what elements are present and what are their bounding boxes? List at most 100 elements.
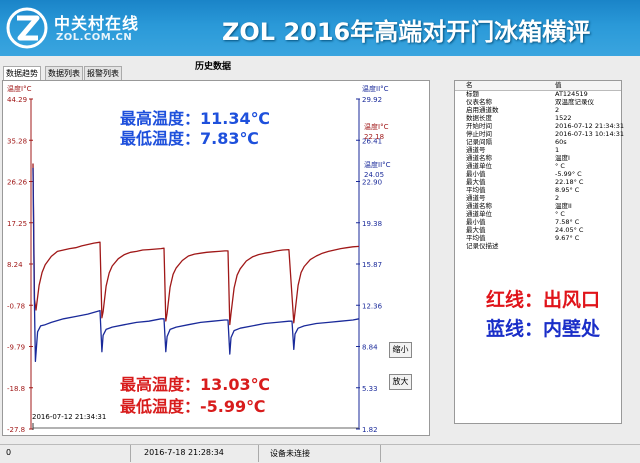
property-value: 8.95° C bbox=[555, 186, 580, 194]
property-value: 双温度记录仪 bbox=[555, 98, 594, 106]
property-name: 最小值 bbox=[466, 170, 486, 178]
zol-logo-icon bbox=[6, 7, 48, 49]
left-tick-label: -27.8 bbox=[7, 426, 25, 434]
property-row: 记录仪描述 bbox=[455, 243, 621, 250]
property-name-header: 名 bbox=[466, 81, 473, 89]
tab-alarm-list[interactable]: 报警列表 bbox=[84, 66, 122, 80]
status-left: 0 bbox=[6, 448, 12, 457]
property-row: 仪表名称 双温度记录仪 bbox=[455, 99, 621, 106]
right-axis-title: 温度II°C bbox=[362, 84, 389, 93]
property-name: 通道号 bbox=[466, 194, 486, 202]
property-value: 2016-07-12 21:34:31 bbox=[555, 122, 625, 130]
property-row: 通道单位 ° C bbox=[455, 211, 621, 218]
property-name: 平均值 bbox=[466, 234, 486, 242]
zoom-out-button[interactable]: 缩小 bbox=[389, 342, 412, 358]
left-tick-label: 26.26 bbox=[7, 179, 28, 187]
left-tick-label: -9.79 bbox=[7, 344, 25, 352]
top-max-annotation: 最高温度：11.34℃ bbox=[120, 109, 270, 128]
property-name: 数据长度 bbox=[466, 114, 492, 122]
property-row: 记录间隔 60s bbox=[455, 139, 621, 146]
status-divider bbox=[130, 445, 131, 462]
property-value-header: 值 bbox=[555, 81, 562, 89]
property-value: 温度I bbox=[555, 154, 570, 162]
property-row: 平均值 8.95° C bbox=[455, 187, 621, 194]
left-tick-label: 8.24 bbox=[7, 261, 23, 269]
property-row: 数据长度 1522 bbox=[455, 115, 621, 122]
property-value: 2016-07-13 10:14:31 bbox=[555, 130, 625, 138]
property-name: 开始时间 bbox=[466, 122, 492, 130]
app-window: 数据趋势 数据列表 报警列表 历史数据 44.29 35.28 26.26 17.25… bbox=[0, 56, 640, 463]
property-name: 通道单位 bbox=[466, 210, 492, 218]
property-name: 停止时间 bbox=[466, 130, 492, 138]
property-row: 停止时间 2016-07-13 10:14:31 bbox=[455, 130, 625, 138]
property-name: 记录间隔 bbox=[466, 138, 492, 146]
property-name: 通道名称 bbox=[466, 202, 492, 210]
property-value: 9.67° C bbox=[555, 234, 580, 242]
blue-line-legend: 蓝线：内壁处 bbox=[486, 318, 601, 340]
property-row: 最小值 7.58° C bbox=[455, 219, 621, 226]
right-tick-label: 22.90 bbox=[362, 179, 382, 187]
bottom-min-annotation: 最低温度：-5.99℃ bbox=[120, 397, 266, 416]
right-tick-label: 8.84 bbox=[362, 344, 378, 352]
property-value: -5.99° C bbox=[555, 170, 582, 178]
top-min-annotation: 最低温度：7.83℃ bbox=[120, 129, 259, 148]
series-2-name: 温度II°C bbox=[364, 160, 391, 169]
property-row: 平均值 9.67° C bbox=[455, 235, 621, 242]
right-tick-label: 15.87 bbox=[362, 261, 382, 269]
status-connection: 设备未连接 bbox=[270, 449, 310, 458]
zoom-in-button[interactable]: 放大 bbox=[389, 374, 412, 390]
series-1-line bbox=[32, 163, 360, 326]
status-divider bbox=[380, 445, 381, 462]
left-tick-label: -18.8 bbox=[7, 385, 25, 393]
property-row: 最大值 22.18° C bbox=[455, 179, 621, 186]
property-row: 启用通道数 2 bbox=[455, 107, 621, 114]
logo-cn-text: 中关村在线 bbox=[54, 14, 140, 33]
zol-banner: 中关村在线 ZOL.COM.CN ZOL 2016年高端对开门冰箱横评 bbox=[0, 0, 640, 56]
property-name: 记录仪描述 bbox=[466, 242, 499, 250]
property-value: 2 bbox=[555, 106, 560, 114]
property-row: 通道号 2 bbox=[455, 195, 621, 202]
property-name: 启用通道数 bbox=[466, 106, 499, 114]
series-1-name: 温度I°C bbox=[364, 122, 389, 131]
property-value: ° C bbox=[555, 162, 565, 170]
property-value: AT124519 bbox=[555, 90, 588, 98]
left-tick-label: 44.29 bbox=[7, 96, 27, 104]
property-row: 标题 AT124519 bbox=[455, 91, 621, 98]
left-tick-label: 35.28 bbox=[7, 137, 27, 145]
series-2-value: 24.05 bbox=[364, 171, 384, 179]
property-row: 通道名称 温度I bbox=[455, 155, 621, 162]
property-value: 24.05° C bbox=[555, 226, 584, 234]
right-tick-label: 19.38 bbox=[362, 220, 382, 228]
left-tick-label: -0.78 bbox=[7, 302, 25, 310]
logo-en-text: ZOL.COM.CN bbox=[56, 32, 133, 43]
property-name: 最大值 bbox=[466, 178, 486, 186]
right-tick-label: 1.82 bbox=[362, 426, 378, 434]
right-tick-label: 29.92 bbox=[362, 96, 382, 104]
property-row: 最大值 24.05° C bbox=[455, 227, 621, 234]
left-tick-label: 17.25 bbox=[7, 220, 27, 228]
property-name: 仪表名称 bbox=[466, 98, 492, 106]
property-name: 通道名称 bbox=[466, 154, 492, 162]
property-name: 标题 bbox=[466, 90, 479, 98]
property-row: 通道单位 ° C bbox=[455, 163, 621, 170]
property-row: 通道名称 温度II bbox=[455, 203, 621, 210]
temperature-chart: 44.29 35.28 26.26 17.25 8.24 -0.78 -9.79 -18.8 -… bbox=[7, 84, 391, 434]
series-2-line bbox=[32, 167, 360, 363]
status-divider bbox=[258, 445, 259, 462]
left-axis-title: 温度I°C bbox=[7, 84, 32, 93]
right-tick-label: 12.36 bbox=[362, 302, 383, 310]
property-value: 22.18° C bbox=[555, 178, 584, 186]
tab-data-list[interactable]: 数据列表 bbox=[45, 66, 83, 80]
property-row: 开始时间 2016-07-12 21:34:31 bbox=[455, 122, 625, 130]
property-name: 通道号 bbox=[466, 146, 486, 154]
property-value: 温度II bbox=[555, 202, 572, 210]
property-value: 2 bbox=[555, 194, 560, 202]
red-line-legend: 红线：出风口 bbox=[486, 289, 601, 311]
property-value: 7.58° C bbox=[555, 218, 580, 226]
property-name: 平均值 bbox=[466, 186, 486, 194]
property-name: 最大值 bbox=[466, 226, 486, 234]
properties-header: 名值 bbox=[455, 81, 621, 91]
property-name: 最小值 bbox=[466, 218, 486, 226]
tab-data-trend[interactable]: 数据趋势 bbox=[3, 66, 41, 81]
property-row: 通道号 1 bbox=[455, 147, 621, 154]
